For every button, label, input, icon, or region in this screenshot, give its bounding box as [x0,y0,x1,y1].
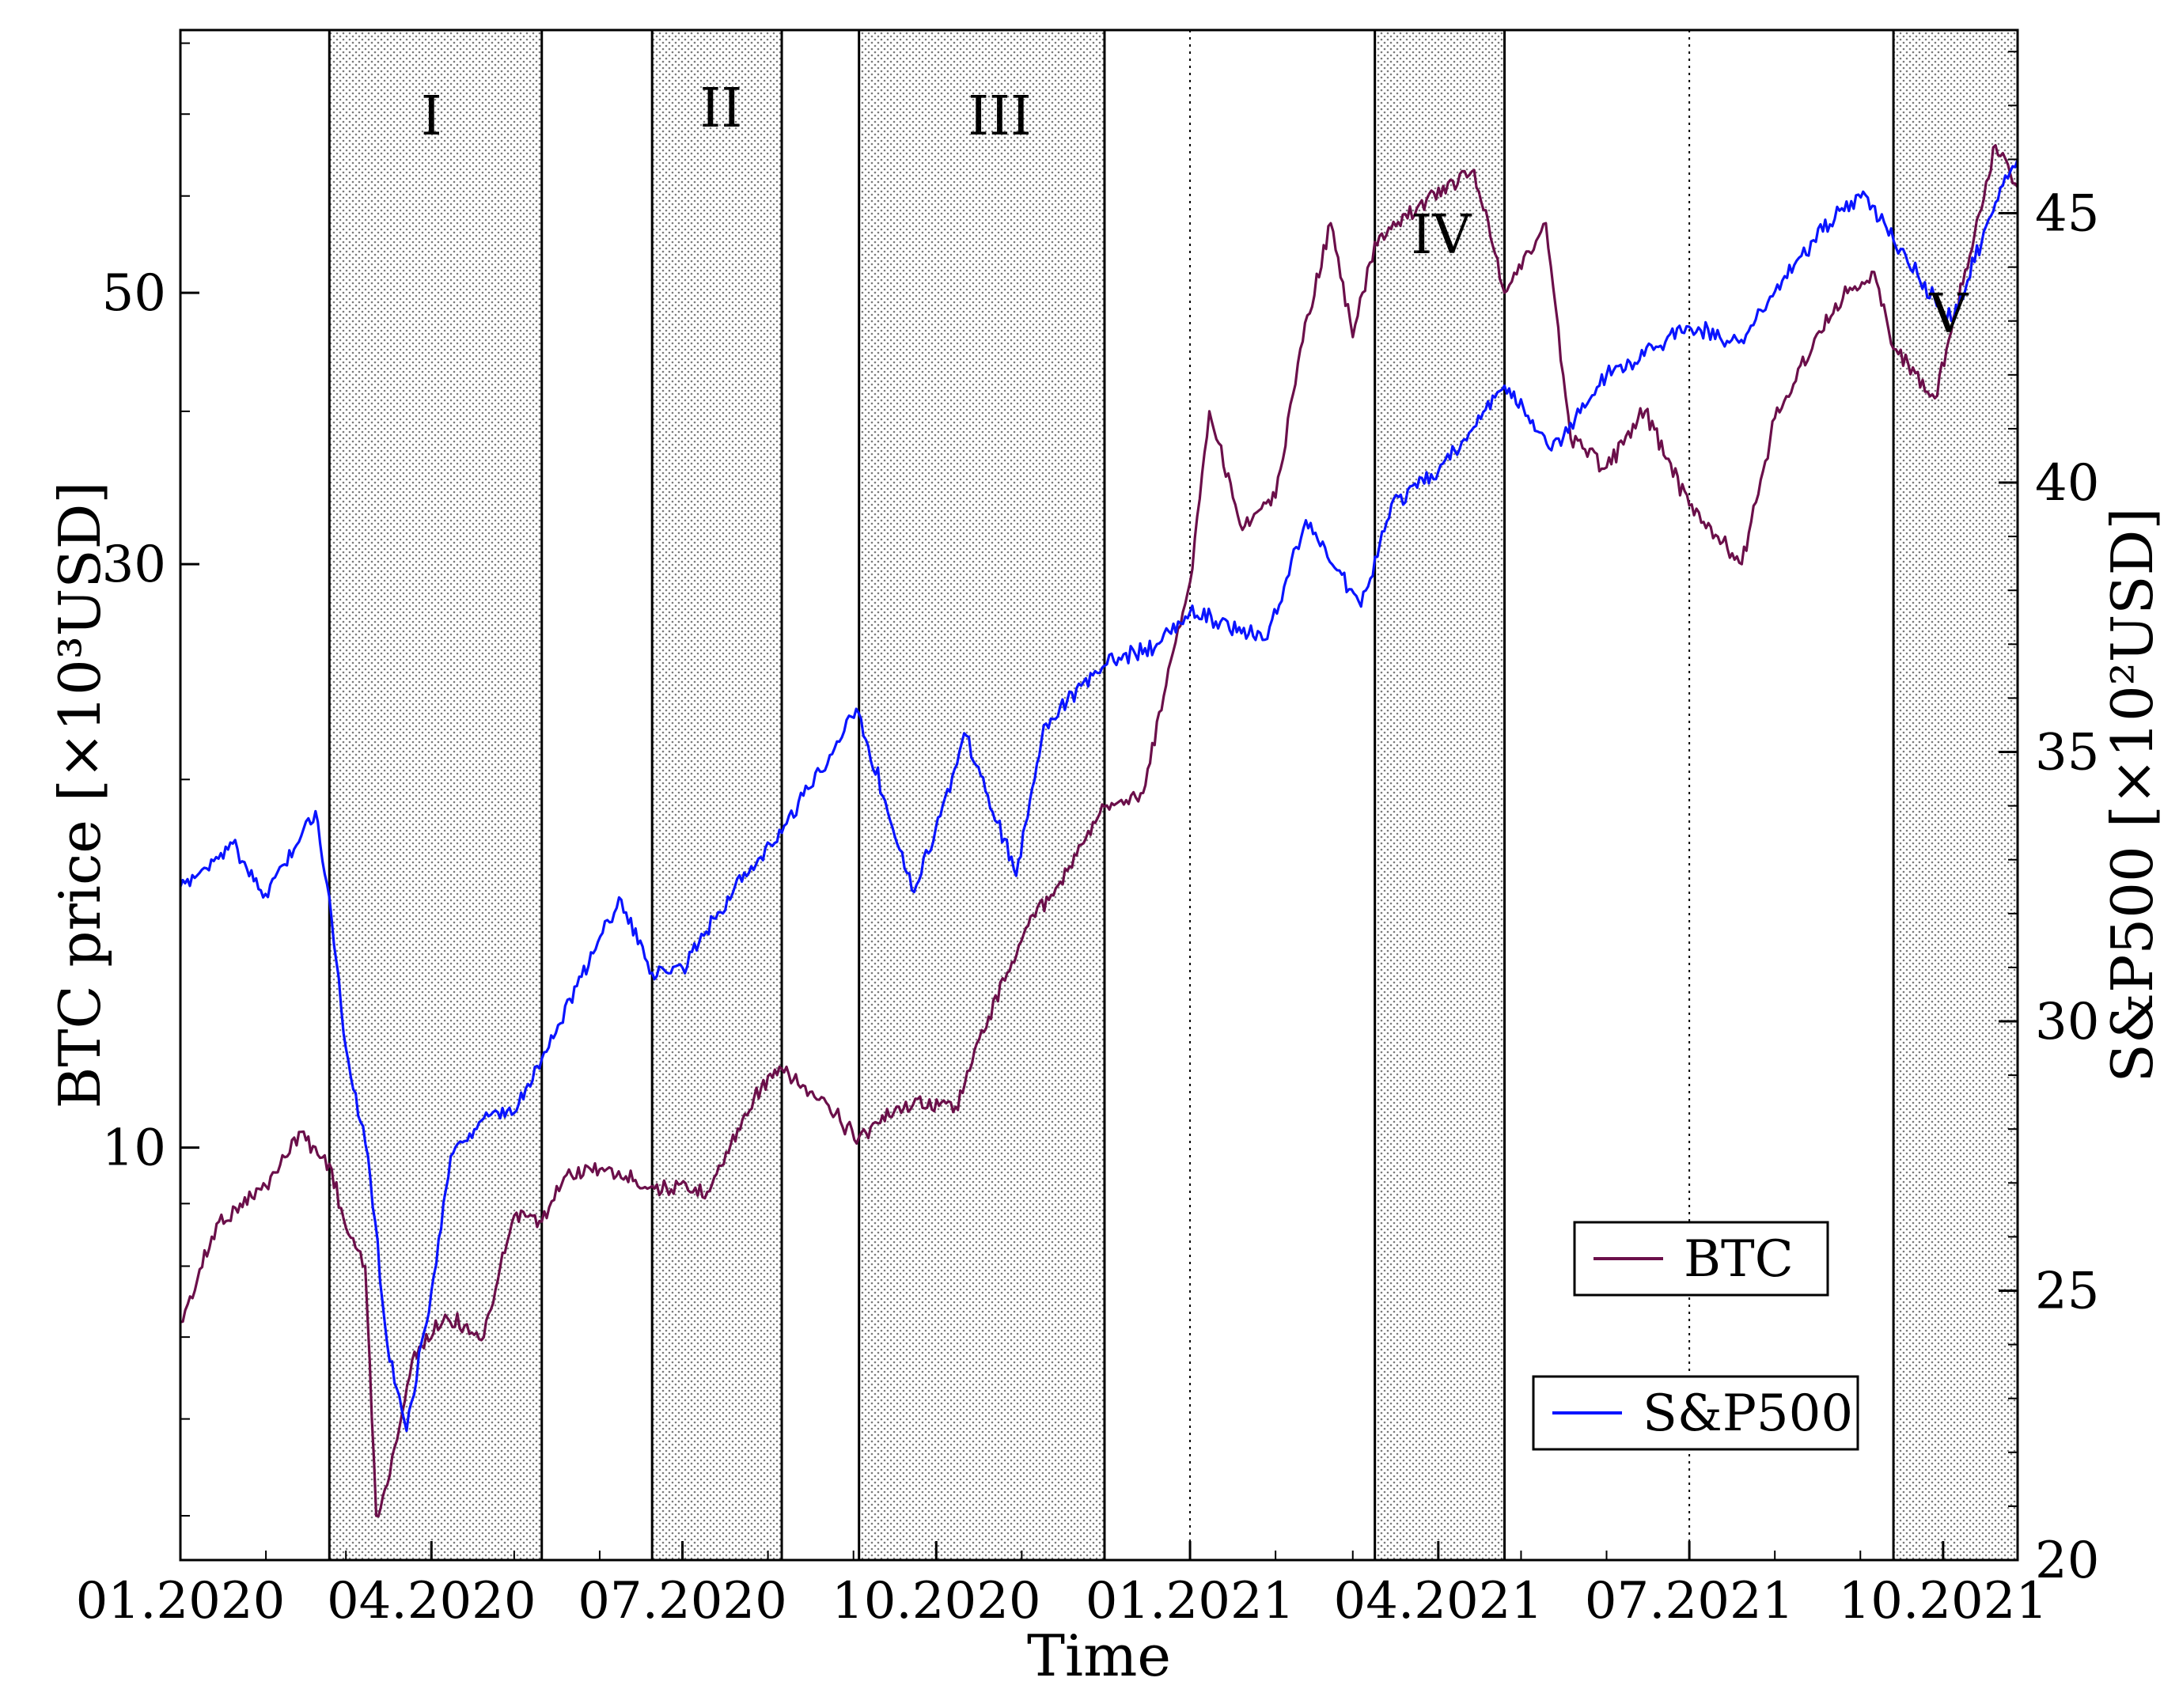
legend-label: BTC [1684,1230,1794,1289]
y-left-tick-label: 50 [102,264,166,323]
x-tick-label: 10.2021 [1839,1572,2048,1630]
y-right-tick-label: 30 [2035,993,2099,1051]
period-label-iii: III [968,85,1032,148]
reference-lines [1189,30,1691,1560]
plot-frame [179,28,2019,1562]
y-axis-right-title: S&P500 [×10²USD] [2099,508,2166,1083]
y-right-tick-label: 45 [2035,185,2099,244]
shaded-period-3 [858,28,1106,1562]
shaded-periods [328,28,2019,1562]
data-series [180,144,2018,1518]
x-tick-label: 07.2020 [578,1572,787,1630]
y-left-tick-label: 10 [102,1119,166,1178]
y-right-tick-label: 25 [2035,1263,2099,1321]
period-label-iv: IV [1411,204,1472,267]
x-tick-label: 10.2020 [832,1572,1041,1630]
legend-item-sp500: S&P500 [1532,1375,1859,1451]
shaded-period-5 [1892,28,2019,1562]
y-axis-left: 10 30 50 [102,42,199,1517]
y-axis-left-title: BTC price [×10³USD] [47,482,113,1109]
x-tick-label: 07.2021 [1585,1572,1794,1630]
y-left-tick-label: 30 [102,536,166,594]
legend-box [1532,1375,1859,1451]
x-tick-label: 04.2021 [1334,1572,1544,1630]
shaded-period-1 [328,28,544,1562]
shaded-period-4 [1374,28,1506,1562]
period-label-v: V [1928,283,1969,346]
legend-item-btc: BTC [1573,1221,1829,1297]
period-label-i: I [421,85,442,148]
y-axis-right: 20 25 30 35 40 45 [1999,51,2099,1590]
x-axis: 01.2020 04.2020 07.2020 10.2020 01.2021 04.20… [76,1541,2048,1630]
x-tick-label: 01.2021 [1086,1572,1295,1630]
y-right-tick-label: 35 [2035,724,2099,782]
legend: BTC S&P500 [1532,1221,1859,1451]
shaded-period-2 [650,28,783,1562]
series-line-sp500 [180,158,2018,1433]
x-tick-label: 01.2020 [76,1572,286,1630]
y-right-tick-label: 40 [2035,454,2099,513]
y-right-tick-label: 20 [2035,1532,2099,1590]
x-tick-label: 04.2020 [327,1572,536,1630]
legend-label: S&P500 [1643,1384,1853,1443]
x-axis-title: Time [1027,1623,1171,1689]
series-line-btc [180,144,2018,1518]
period-label-ii: II [699,78,742,140]
